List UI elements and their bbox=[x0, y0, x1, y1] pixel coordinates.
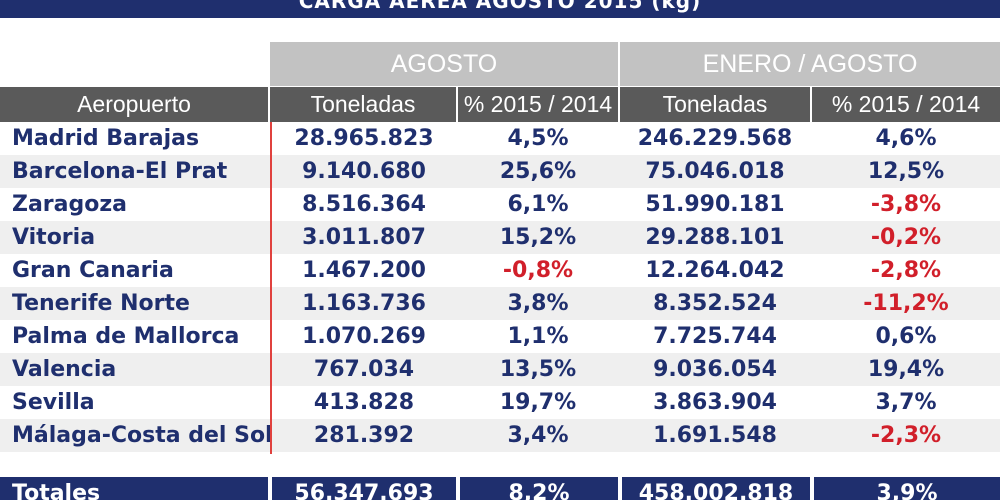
enero-agosto-toneladas: 246.229.568 bbox=[637, 126, 793, 151]
totals-gap bbox=[618, 477, 622, 500]
agosto-pct: 6,1% bbox=[507, 192, 569, 217]
agosto-pct: 19,7% bbox=[499, 390, 577, 415]
airport-name: Málaga-Costa del Sol bbox=[12, 423, 273, 448]
agosto-pct: -0,8% bbox=[502, 258, 574, 283]
totals-gap bbox=[810, 477, 814, 500]
enero-agosto-toneladas: 75.046.018 bbox=[645, 159, 785, 184]
col-header-toneladas-enero-agosto: Toneladas bbox=[620, 87, 810, 122]
enero-agosto-toneladas: 51.990.181 bbox=[645, 192, 785, 217]
enero-agosto-toneladas: 1.691.548 bbox=[653, 423, 777, 448]
enero-agosto-pct: 4,6% bbox=[875, 126, 937, 151]
enero-agosto-pct: -0,2% bbox=[870, 225, 942, 250]
totals-gap bbox=[456, 477, 460, 500]
airport-name: Palma de Mallorca bbox=[12, 324, 240, 349]
table-row: Madrid Barajas 28.965.823 4,5% 246.229.568 4… bbox=[0, 122, 1000, 155]
airport-name: Zaragoza bbox=[12, 192, 128, 217]
table-row: Málaga-Costa del Sol 281.392 3,4% 1.691.548… bbox=[0, 419, 1000, 452]
group-header-agosto: AGOSTO bbox=[270, 42, 618, 86]
col-header-aeropuerto: Aeropuerto bbox=[0, 87, 268, 122]
agosto-toneladas: 767.034 bbox=[313, 357, 415, 382]
airport-name: Sevilla bbox=[12, 390, 95, 415]
table-row: Valencia 767.034 13,5% 9.036.054 19,4% bbox=[0, 353, 1000, 386]
enero-agosto-pct: -11,2% bbox=[863, 291, 949, 316]
agosto-toneladas: 413.828 bbox=[313, 390, 415, 415]
table-row: Sevilla 413.828 19,7% 3.863.904 3,7% bbox=[0, 386, 1000, 419]
totals-agosto-pct: 8,2% bbox=[508, 480, 570, 500]
table-row: Gran Canaria 1.467.200 -0,8% 12.264.042 -2,8… bbox=[0, 254, 1000, 287]
group-header-enero-agosto: ENERO / AGOSTO bbox=[620, 42, 1000, 86]
totals-label: Totales bbox=[12, 480, 101, 500]
enero-agosto-pct: 12,5% bbox=[867, 159, 945, 184]
enero-agosto-pct: 0,6% bbox=[875, 324, 937, 349]
airport-name: Madrid Barajas bbox=[12, 126, 200, 151]
agosto-pct: 13,5% bbox=[499, 357, 577, 382]
agosto-toneladas: 1.163.736 bbox=[302, 291, 426, 316]
agosto-toneladas: 8.516.364 bbox=[302, 192, 426, 217]
airport-name: Gran Canaria bbox=[12, 258, 174, 283]
enero-agosto-toneladas: 8.352.524 bbox=[653, 291, 777, 316]
enero-agosto-toneladas: 12.264.042 bbox=[645, 258, 785, 283]
table-row: Zaragoza 8.516.364 6,1% 51.990.181 -3,8% bbox=[0, 188, 1000, 221]
enero-agosto-pct: 3,7% bbox=[875, 390, 937, 415]
totals-gap bbox=[268, 477, 272, 500]
airport-name: Barcelona-El Prat bbox=[12, 159, 228, 184]
agosto-toneladas: 9.140.680 bbox=[302, 159, 426, 184]
table-title: CARGA AÉREA AGOSTO 2015 (kg) bbox=[298, 0, 702, 13]
airport-name: Tenerife Norte bbox=[12, 291, 190, 316]
col-header-pct-agosto: % 2015 / 2014 bbox=[458, 87, 618, 122]
enero-agosto-toneladas: 29.288.101 bbox=[645, 225, 785, 250]
agosto-toneladas: 1.467.200 bbox=[302, 258, 426, 283]
row-label-divider bbox=[270, 122, 272, 454]
title-bar: CARGA AÉREA AGOSTO 2015 (kg) bbox=[0, 0, 1000, 18]
enero-agosto-pct: 19,4% bbox=[867, 357, 945, 382]
airport-name: Vitoria bbox=[12, 225, 96, 250]
table-row: Barcelona-El Prat 9.140.680 25,6% 75.046.01… bbox=[0, 155, 1000, 188]
enero-agosto-pct: -3,8% bbox=[870, 192, 942, 217]
table-row: Tenerife Norte 1.163.736 3,8% 8.352.524 -11,… bbox=[0, 287, 1000, 320]
agosto-pct: 15,2% bbox=[499, 225, 577, 250]
agosto-pct: 3,4% bbox=[507, 423, 569, 448]
totals-agosto-toneladas: 56.347.693 bbox=[294, 480, 434, 500]
agosto-toneladas: 1.070.269 bbox=[302, 324, 426, 349]
totals-row: Totales 56.347.693 8,2% 458.002.818 3,9% bbox=[0, 477, 1000, 500]
agosto-pct: 1,1% bbox=[507, 324, 569, 349]
enero-agosto-toneladas: 3.863.904 bbox=[653, 390, 777, 415]
agosto-toneladas: 3.011.807 bbox=[302, 225, 426, 250]
airport-name: Valencia bbox=[12, 357, 117, 382]
enero-agosto-pct: -2,8% bbox=[870, 258, 942, 283]
totals-enero-agosto-pct: 3,9% bbox=[876, 480, 938, 500]
enero-agosto-pct: -2,3% bbox=[870, 423, 942, 448]
agosto-toneladas: 281.392 bbox=[313, 423, 415, 448]
col-header-toneladas-agosto: Toneladas bbox=[270, 87, 456, 122]
col-header-pct-enero-agosto: % 2015 / 2014 bbox=[812, 87, 1000, 122]
agosto-pct: 25,6% bbox=[499, 159, 577, 184]
totals-enero-agosto-toneladas: 458.002.818 bbox=[638, 480, 794, 500]
agosto-pct: 4,5% bbox=[507, 126, 569, 151]
table-row: Palma de Mallorca 1.070.269 1,1% 7.725.744 0… bbox=[0, 320, 1000, 353]
agosto-pct: 3,8% bbox=[507, 291, 569, 316]
agosto-toneladas: 28.965.823 bbox=[294, 126, 434, 151]
enero-agosto-toneladas: 7.725.744 bbox=[653, 324, 777, 349]
table-row: Vitoria 3.011.807 15,2% 29.288.101 -0,2% bbox=[0, 221, 1000, 254]
enero-agosto-toneladas: 9.036.054 bbox=[653, 357, 777, 382]
